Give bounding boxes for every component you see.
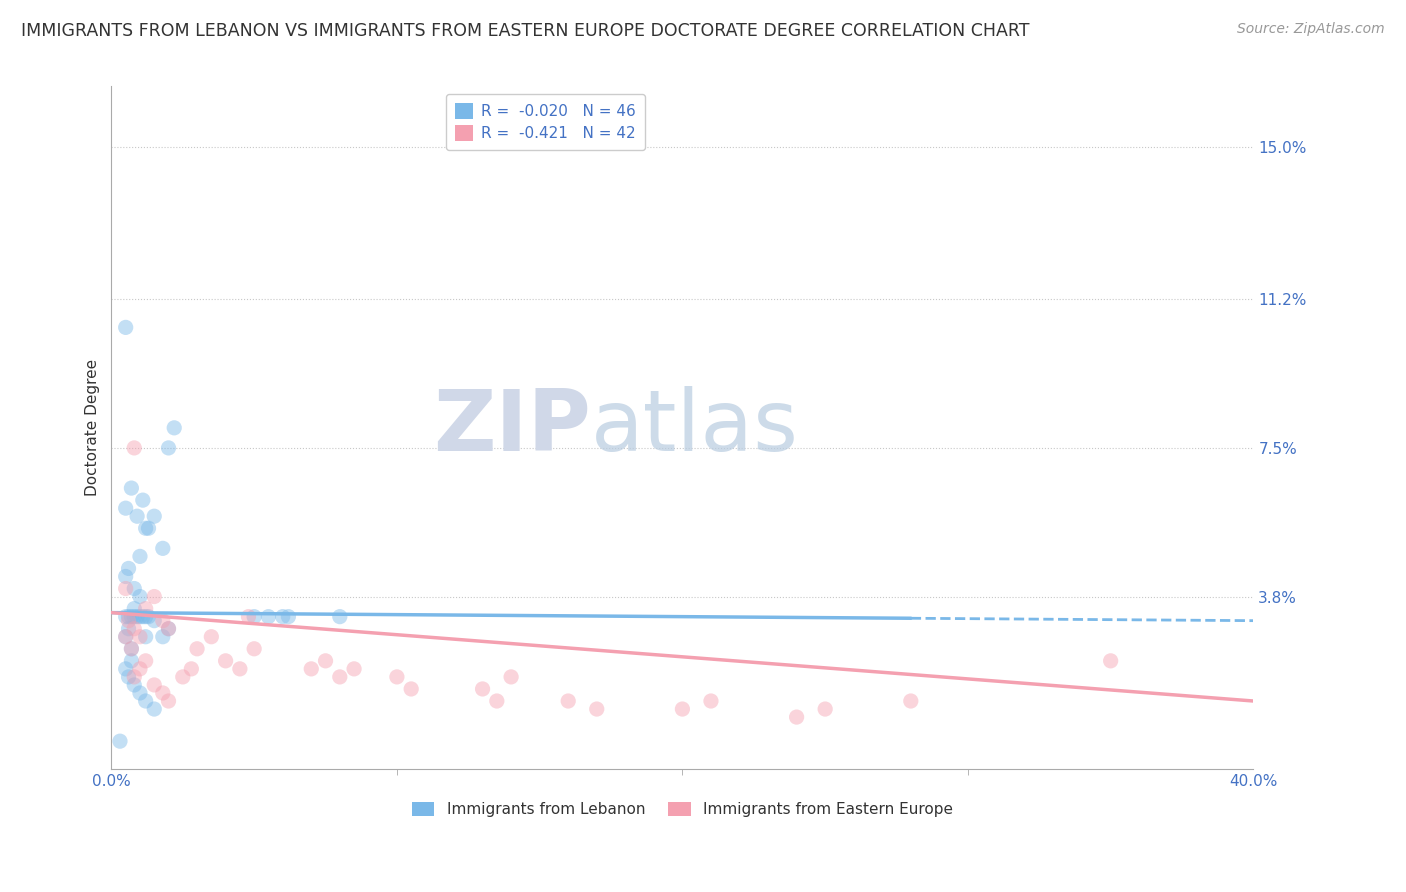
Point [1099,654,1122,668]
Point [143,509,166,524]
Text: atlas: atlas [591,386,799,469]
Point [329,609,352,624]
Point [186,641,208,656]
Point [129,609,152,624]
Point [129,686,152,700]
Point [299,662,322,676]
Point [129,590,152,604]
Point [114,630,136,644]
Point [385,670,408,684]
Point [132,493,155,508]
Point [152,630,174,644]
Point [114,320,136,334]
Point [271,609,294,624]
Point [157,441,180,455]
Point [117,622,139,636]
Point [122,441,145,455]
Point [120,641,142,656]
Text: ZIP: ZIP [433,386,591,469]
Point [157,622,180,636]
Point [122,678,145,692]
Point [143,702,166,716]
Point [172,670,194,684]
Point [129,662,152,676]
Point [114,609,136,624]
Text: Source: ZipAtlas.com: Source: ZipAtlas.com [1237,22,1385,37]
Point [471,681,494,696]
Point [399,681,422,696]
Y-axis label: Doctorate Degree: Doctorate Degree [86,359,100,496]
Point [700,694,723,708]
Point [157,694,180,708]
Point [343,662,366,676]
Point [120,641,142,656]
Point [114,582,136,596]
Point [122,622,145,636]
Point [200,630,222,644]
Point [129,630,152,644]
Point [143,590,166,604]
Point [129,549,152,564]
Point [152,541,174,556]
Text: IMMIGRANTS FROM LEBANON VS IMMIGRANTS FROM EASTERN EUROPE DOCTORATE DEGREE CORRE: IMMIGRANTS FROM LEBANON VS IMMIGRANTS FR… [21,22,1029,40]
Point [114,569,136,583]
Point [122,601,145,615]
Point [117,561,139,575]
Point [120,609,142,624]
Point [152,614,174,628]
Point [114,662,136,676]
Legend: Immigrants from Lebanon, Immigrants from Eastern Europe: Immigrants from Lebanon, Immigrants from… [405,796,959,823]
Point [132,609,155,624]
Point [814,702,837,716]
Point [114,630,136,644]
Point [120,654,142,668]
Point [557,694,579,708]
Point [238,609,260,624]
Point [243,609,266,624]
Point [117,609,139,624]
Point [229,662,252,676]
Point [138,609,160,624]
Point [135,654,157,668]
Point [122,582,145,596]
Point [152,686,174,700]
Point [135,521,157,535]
Point [135,630,157,644]
Point [127,609,149,624]
Point [135,601,157,615]
Point [485,694,508,708]
Point [138,521,160,535]
Point [585,702,607,716]
Point [257,609,280,624]
Point [143,614,166,628]
Point [329,670,352,684]
Point [135,694,157,708]
Point [277,609,299,624]
Point [163,421,186,435]
Point [671,702,693,716]
Point [243,641,266,656]
Point [108,734,131,748]
Point [117,670,139,684]
Point [127,509,149,524]
Point [900,694,922,708]
Point [122,609,145,624]
Point [501,670,523,684]
Point [143,678,166,692]
Point [180,662,202,676]
Point [122,670,145,684]
Point [157,622,180,636]
Point [117,614,139,628]
Point [114,501,136,516]
Point [120,481,142,495]
Point [214,654,236,668]
Point [135,609,157,624]
Point [786,710,808,724]
Point [315,654,337,668]
